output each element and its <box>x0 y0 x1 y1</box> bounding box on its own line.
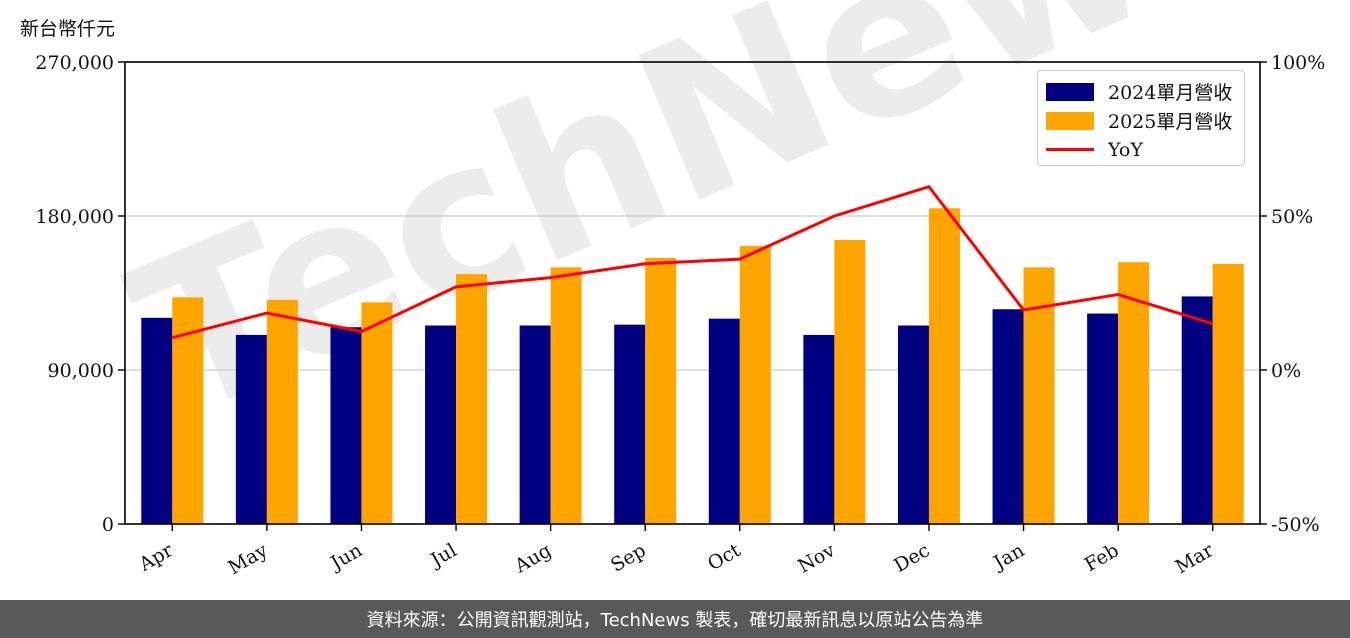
x-tick-label-oct: Oct <box>704 539 745 575</box>
legend-line-yoy <box>1046 148 1094 151</box>
x-tick-label-feb: Feb <box>1081 539 1123 576</box>
plot-frame <box>124 61 1261 525</box>
y-tick-label: 180,000 <box>35 206 114 228</box>
y-tick-label: 270,000 <box>35 52 114 74</box>
yoy-line <box>171 184 1214 340</box>
x-tick-label-jun: Jun <box>325 539 366 575</box>
bar-2024-jul <box>425 325 457 524</box>
bar-2024-aug <box>519 325 551 524</box>
bar-2025-sep <box>645 257 677 524</box>
x-tick-label-jul: Jul <box>425 539 460 572</box>
legend-swatch-2025 <box>1046 111 1094 130</box>
y-tick-label: 90,000 <box>48 360 114 382</box>
y2-tick-label: 100% <box>1271 52 1325 74</box>
bar-2025-mar <box>1212 263 1244 524</box>
bar-2024-feb <box>1087 313 1119 524</box>
x-tick-label-jan: Jan <box>988 539 1028 575</box>
bar-2024-jan <box>992 309 1024 524</box>
bar-2025-feb <box>1118 262 1150 524</box>
bar-2025-jun <box>361 302 393 524</box>
y2-tick-label: 0% <box>1271 360 1301 382</box>
bar-2024-apr <box>141 317 173 524</box>
x-tick-label-dec: Dec <box>890 539 933 577</box>
bar-2024-nov <box>803 334 835 524</box>
x-tick-label-sep: Sep <box>607 539 650 576</box>
source-footer: 資料來源：公開資訊觀測站，TechNews 製表，確切最新訊息以原站公告為準 <box>0 600 1350 638</box>
bar-2025-nov <box>834 239 866 524</box>
x-tick-label-may: May <box>224 539 271 579</box>
legend-label-2024: 2024單月營收 <box>1108 82 1233 104</box>
bar-2024-sep <box>614 324 646 524</box>
legend-swatch-2024 <box>1046 82 1094 101</box>
y-axis-unit-label: 新台幣仟元 <box>20 18 116 40</box>
x-tick-label-nov: Nov <box>794 539 839 578</box>
y2-tick-label: 50% <box>1271 206 1313 228</box>
bar-2024-may <box>235 334 267 524</box>
legend-item-2025: 2025單月營收 <box>1038 106 1244 135</box>
legend-label-yoy: YoY <box>1108 138 1143 161</box>
bar-2024-dec <box>897 325 929 524</box>
legend-item-2024: 2024單月營收 <box>1038 77 1244 106</box>
bar-2024-oct <box>708 318 740 524</box>
x-tick-label-apr: Apr <box>135 539 178 576</box>
chart-area: TechNews 0 90,000 180,000 270,000 -50% 0% 50% 10… <box>20 0 1325 579</box>
bar-2025-may <box>266 299 298 524</box>
chart-legend: 2024單月營收 2025單月營收 YoY <box>1037 70 1245 166</box>
x-tick-label-mar: Mar <box>1172 539 1218 578</box>
y2-tick-label: -50% <box>1271 514 1320 536</box>
bar-2025-aug <box>550 267 582 524</box>
y-tick-label: 0 <box>102 514 114 536</box>
legend-item-yoy: YoY <box>1038 135 1244 164</box>
legend-label-2025: 2025單月營收 <box>1108 111 1233 133</box>
bar-2024-jun <box>330 327 362 524</box>
bar-2025-oct <box>739 245 771 524</box>
bar-2024-mar <box>1181 296 1213 524</box>
bar-2025-dec <box>928 208 960 525</box>
x-tick-label-aug: Aug <box>510 539 555 578</box>
bar-2025-jul <box>456 274 488 524</box>
